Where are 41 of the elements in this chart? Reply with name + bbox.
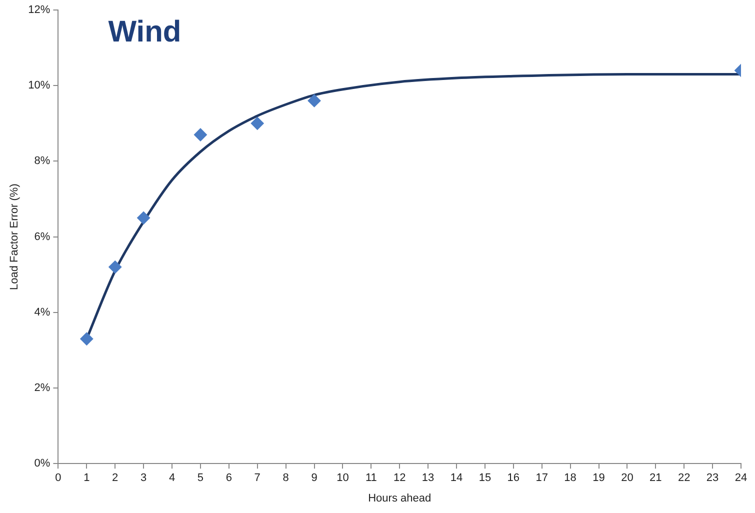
point [194, 128, 207, 142]
x-tick-label: 19 [592, 472, 605, 484]
x-tick-label: 10 [336, 472, 349, 484]
x-tick-label: 18 [564, 472, 576, 484]
x-tick-label: 1 [84, 472, 90, 484]
point [250, 116, 264, 130]
x-tick-label: 16 [507, 472, 520, 484]
x-tick-label: 22 [678, 472, 690, 484]
x-tick-label: 4 [168, 472, 176, 484]
chart-title: Wind [108, 15, 182, 48]
x-tick-label: 3 [140, 472, 147, 484]
point [80, 332, 94, 346]
y-tick-label: 0% [34, 458, 50, 470]
x-axis-title: Hours ahead [368, 492, 432, 504]
y-tick-label: 12% [28, 4, 50, 16]
x-tick-label: 13 [422, 472, 434, 484]
x-tick-label: 0 [55, 472, 62, 484]
x-tick-label: 14 [450, 472, 463, 484]
x-tick-label: 24 [734, 472, 748, 484]
y-axis-title: Load Factor Error (%) [8, 184, 21, 290]
x-tick-label: 9 [311, 472, 318, 484]
y-tick-label: 4% [34, 306, 50, 318]
y-tick-label: 8% [34, 155, 50, 168]
point [308, 94, 321, 108]
x-tick-label: 11 [365, 472, 377, 484]
x-tick-label: 8 [282, 472, 289, 484]
y-tick-label: 2% [34, 382, 50, 394]
x-tick-label: 7 [254, 472, 260, 484]
x-tick-label: 6 [226, 472, 232, 484]
x-tick-label: 17 [536, 472, 548, 484]
y-tick-label: 10% [28, 80, 50, 92]
x-tick-label: 21 [650, 472, 662, 484]
x-tick-label: 15 [478, 472, 492, 484]
point [108, 260, 122, 274]
x-tick-label: 12 [393, 472, 406, 484]
point [137, 211, 150, 224]
y-tick-label: 6% [34, 230, 50, 243]
x-tick-label: 20 [621, 472, 634, 484]
x-tick-label: 2 [112, 472, 118, 484]
x-tick-label: 5 [197, 472, 204, 484]
x-tick-label: 23 [706, 472, 719, 484]
